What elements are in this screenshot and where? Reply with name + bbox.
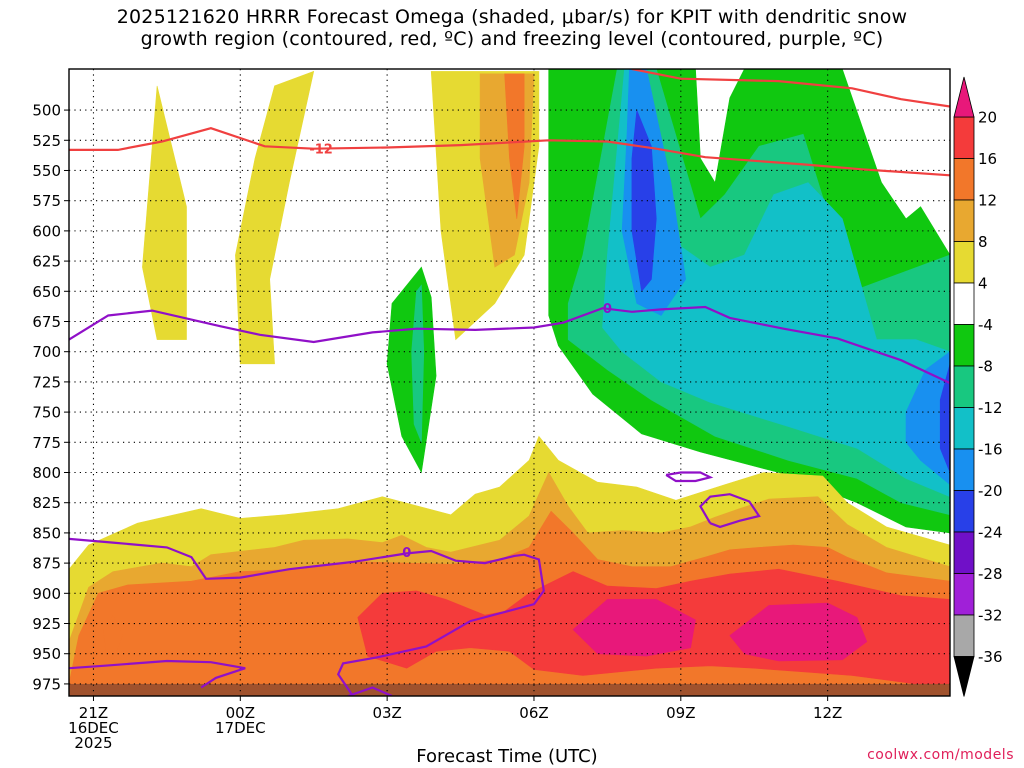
title-line-2: growth region (contoured, red, ºC) and f…: [140, 28, 884, 50]
y-tick-label-750: 750: [32, 404, 61, 422]
omega-shading: [69, 69, 950, 696]
colorbar-label--16: -16: [978, 441, 1003, 459]
x-tick-label-00Z-0: 00Z: [226, 704, 255, 722]
omega-region-12: [386, 266, 437, 474]
colorbar-bin--32--28: [953, 573, 975, 616]
y-tick-label-625: 625: [32, 253, 61, 271]
colorbar-bin--8--4: [953, 324, 975, 367]
x-tick-label-09Z-0: 09Z: [666, 704, 695, 722]
dgz-contour-minus12: [69, 127, 950, 177]
colorbar-label-12: 12: [978, 192, 997, 210]
y-axis-pressure: 500 525 550 575 600 625 650 675 700 725 750 775 800 8…: [32, 102, 69, 693]
y-tick-label-875: 875: [32, 555, 61, 573]
y-tick-label-975: 975: [32, 675, 61, 693]
omega-region-7: [602, 69, 950, 498]
y-tick-label-550: 550: [32, 162, 61, 180]
colorbar-label--8: -8: [978, 358, 993, 376]
colorbar-bin--24--20: [953, 490, 975, 533]
dgz-contour-label: -12: [309, 143, 333, 158]
y-tick-label-825: 825: [32, 494, 61, 512]
colorbar-label--32: -32: [978, 607, 1003, 625]
colorbar-label--20: -20: [978, 482, 1003, 500]
y-tick-label-900: 900: [32, 585, 61, 603]
y-tick-label-850: 850: [32, 524, 61, 542]
colorbar-label--24: -24: [978, 524, 1003, 542]
freezing-level-contour-4: [699, 493, 761, 529]
colorbar-label-20: 20: [978, 109, 997, 127]
colorbar-bin--36--32: [953, 614, 975, 657]
freezing-level-contour-1: [69, 537, 545, 696]
colorbar-bin--12--8: [953, 365, 975, 408]
dgz-contour-top: [631, 69, 950, 108]
freezing-level-label-0: 0: [603, 302, 612, 317]
x-tick-label-21Z-0: 21Z: [79, 704, 108, 722]
colorbar-label-8: 8: [978, 233, 988, 251]
contour-lines: -12 0 0: [69, 69, 950, 696]
freezing-level-contour-0: [69, 305, 950, 385]
freezing-level-contour-3: [347, 686, 393, 696]
x-tick-label-12Z-0: 12Z: [813, 704, 842, 722]
y-tick-label-500: 500: [32, 102, 61, 120]
colorbar-bin--16--12: [953, 407, 975, 450]
colorbar-bin-8-12: [953, 199, 975, 242]
colorbar-label-4: 4: [978, 275, 988, 293]
y-tick-label-700: 700: [32, 343, 61, 361]
colorbar-bin--28--24: [953, 531, 975, 574]
omega-region-20: [729, 602, 868, 662]
y-tick-label-650: 650: [32, 283, 61, 301]
colorbar-top-arrow: [953, 76, 975, 118]
x-tick-label-21Z-2: 2025: [74, 734, 112, 752]
y-tick-label-600: 600: [32, 222, 61, 240]
x-tick-label-03Z-0: 03Z: [372, 704, 401, 722]
colorbar-bin-16-20: [953, 116, 975, 159]
omega-region-13: [411, 284, 425, 443]
colorbar-bottom-arrow: [953, 656, 975, 697]
ground-surface: [69, 683, 950, 696]
x-axis-title: Forecast Time (UTC): [416, 746, 598, 767]
x-tick-label-00Z-1: 17DEC: [215, 719, 266, 737]
omega-region-19: [572, 599, 696, 657]
chart-title: 2025121620 HRRR Forecast Omega (shaded, …: [0, 6, 1024, 50]
plot-frame: [68, 68, 951, 697]
colorbar-label--28: -28: [978, 565, 1003, 583]
y-tick-label-725: 725: [32, 373, 61, 391]
colorbar-label--36: -36: [978, 648, 1003, 666]
colorbar-bin--4-4: [953, 282, 975, 325]
y-tick-label-800: 800: [32, 464, 61, 482]
x-tick-label-06Z-0: 06Z: [519, 704, 548, 722]
colorbar-label-16: 16: [978, 150, 997, 168]
colorbar-label--4: -4: [978, 316, 993, 334]
y-tick-label-575: 575: [32, 192, 61, 210]
site-credit: coolwx.com/models: [867, 747, 1014, 763]
title-line-1: 2025121620 HRRR Forecast Omega (shaded, …: [116, 6, 908, 28]
colorbar-bin-12-16: [953, 158, 975, 201]
y-tick-label-675: 675: [32, 313, 61, 331]
y-tick-label-925: 925: [32, 615, 61, 633]
omega-region-4: [504, 73, 525, 219]
y-tick-label-525: 525: [32, 132, 61, 150]
gridlines: [69, 69, 950, 696]
x-tick-label-21Z-1: 16DEC: [68, 719, 119, 737]
omega-region-1: [235, 70, 315, 365]
colorbar-label--12: -12: [978, 399, 1003, 417]
y-tick-label-775: 775: [32, 434, 61, 452]
freezing-level-contour-2: [69, 659, 246, 689]
omega-region-18: [102, 614, 124, 661]
y-tick-label-950: 950: [32, 645, 61, 663]
freezing-level-contour-5: [665, 471, 714, 483]
omega-region-0: [142, 85, 187, 340]
freezing-level-label-1: 0: [402, 546, 411, 561]
colorbar-bin-4-8: [953, 241, 975, 284]
colorbar-bin--20--16: [953, 448, 975, 491]
omega-region-11: [939, 363, 950, 473]
omega-region-10: [631, 109, 657, 293]
omega-colorbar: 20 16 12 8 4 -4 -8 -12 -16 -20 -24 -28 -32 -36: [953, 76, 1003, 697]
